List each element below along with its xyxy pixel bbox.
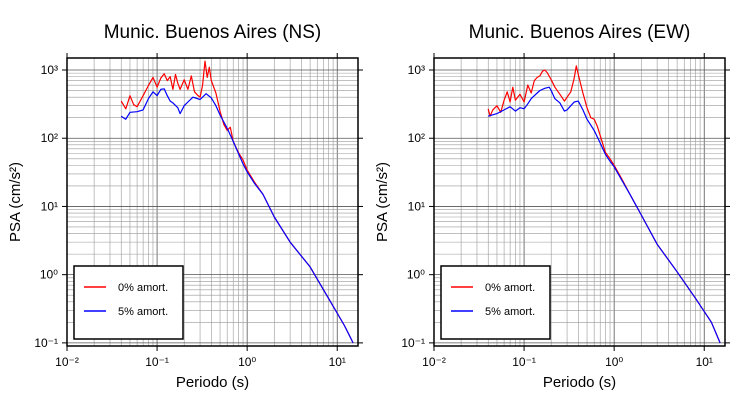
x-axis-label: Periodo (s) bbox=[543, 374, 616, 391]
y-tick-label: 10² bbox=[408, 131, 425, 145]
y-axis-label: PSA (cm/s²) bbox=[7, 162, 24, 242]
series-line-undamped bbox=[487, 65, 721, 344]
y-tick-label: 10³ bbox=[408, 63, 425, 77]
chart-panel-2: 10⁻² 10⁻¹ 10⁰ 10¹ 10⁻¹ 10⁰ 10¹ 10² 10³ 0% amort. 5… bbox=[374, 22, 730, 391]
plot-frame bbox=[433, 57, 726, 347]
x-tick-label: 10⁻¹ bbox=[512, 355, 536, 369]
series-group bbox=[120, 60, 354, 344]
chart-title: Munic. Buenos Aires (EW) bbox=[469, 22, 691, 43]
x-tick-label: 10⁻² bbox=[422, 355, 446, 369]
series-line-damped bbox=[488, 86, 721, 344]
x-tick-label: 10⁻¹ bbox=[145, 355, 169, 369]
chart-panel-1: 10⁻² 10⁻¹ 10⁰ 10¹ 10⁻¹ 10⁰ 10¹ 10² 10³ 0% amort. 5… bbox=[7, 22, 363, 391]
ticks: 10⁻² 10⁻¹ 10⁰ 10¹ 10⁻¹ 10⁰ 10¹ 10² 10³ bbox=[401, 53, 730, 369]
ticks: 10⁻² 10⁻¹ 10⁰ 10¹ 10⁻¹ 10⁰ 10¹ 10² 10³ bbox=[34, 53, 363, 369]
legend-entry-label: 5% amort. bbox=[485, 306, 535, 318]
x-tick-label: 10⁰ bbox=[238, 355, 256, 369]
legend-box bbox=[440, 265, 551, 340]
legend-entry-label: 0% amort. bbox=[485, 282, 535, 294]
chart-title: Munic. Buenos Aires (NS) bbox=[104, 22, 322, 43]
x-tick-label: 10¹ bbox=[329, 355, 346, 369]
y-tick-label: 10⁻¹ bbox=[34, 336, 58, 350]
x-tick-label: 10⁻² bbox=[55, 355, 79, 369]
legend-entry-label: 0% amort. bbox=[118, 282, 168, 294]
y-tick-label: 10¹ bbox=[41, 199, 58, 213]
y-axis-label: PSA (cm/s²) bbox=[374, 162, 391, 242]
series-line-undamped bbox=[120, 60, 354, 344]
y-tick-label: 10⁻¹ bbox=[401, 336, 425, 350]
series-group bbox=[487, 65, 721, 344]
y-tick-label: 10³ bbox=[41, 63, 58, 77]
plot-frame bbox=[66, 57, 359, 347]
y-tick-label: 10¹ bbox=[408, 199, 425, 213]
y-tick-label: 10⁰ bbox=[40, 268, 58, 282]
x-tick-label: 10⁰ bbox=[605, 355, 623, 369]
y-tick-label: 10² bbox=[41, 131, 58, 145]
y-tick-label: 10⁰ bbox=[407, 268, 425, 282]
legend-entry-label: 5% amort. bbox=[118, 306, 168, 318]
x-tick-label: 10¹ bbox=[696, 355, 713, 369]
legend: 0% amort. 5% amort. bbox=[440, 265, 551, 340]
legend: 0% amort. 5% amort. bbox=[73, 265, 184, 340]
series-line-damped bbox=[120, 88, 354, 344]
x-axis-label: Periodo (s) bbox=[176, 374, 249, 391]
legend-box bbox=[73, 265, 184, 340]
